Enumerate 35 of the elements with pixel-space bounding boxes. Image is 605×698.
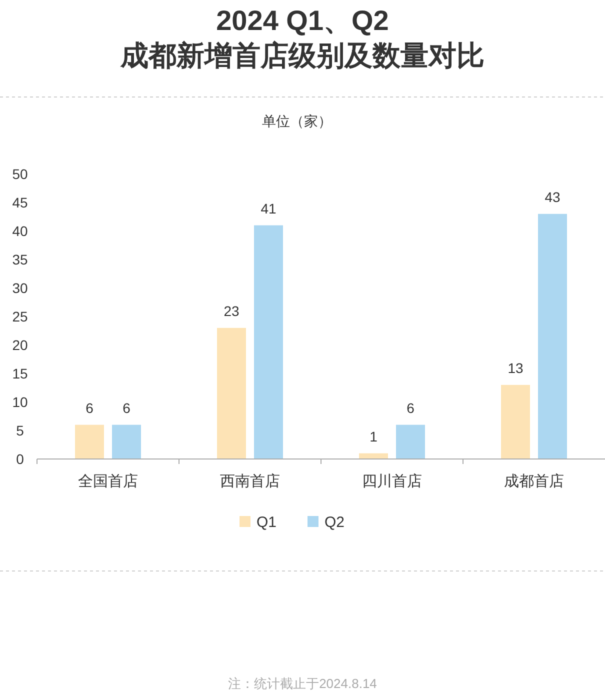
- data-label: 23: [224, 302, 240, 319]
- legend-label: Q2: [324, 514, 345, 531]
- bar: [217, 328, 246, 459]
- y-tick-label: 0: [16, 451, 24, 467]
- y-tick-label: 15: [12, 366, 28, 382]
- y-tick-label: 5: [16, 422, 24, 438]
- x-tick-label: 四川首店: [362, 473, 422, 490]
- bar: [538, 214, 567, 459]
- bar: [75, 424, 104, 459]
- bar: [112, 424, 141, 459]
- y-tick-label: 25: [12, 308, 28, 324]
- x-tick-label: 成都首店: [504, 473, 564, 490]
- bar: [396, 424, 425, 459]
- bar: [501, 384, 530, 459]
- y-tick-label: 35: [12, 252, 28, 268]
- y-tick-label: 20: [12, 337, 28, 353]
- data-label: 41: [260, 200, 276, 216]
- text: 注：统计截止于2024.8.14: [228, 676, 377, 691]
- data-label: 43: [544, 188, 560, 205]
- y-tick-label: 30: [12, 280, 28, 296]
- bar: [254, 225, 283, 459]
- text: 单位（家）: [262, 113, 332, 129]
- x-tick-label: 西南首店: [220, 473, 280, 490]
- y-tick-label: 45: [12, 194, 28, 210]
- y-tick-label: 50: [12, 166, 28, 182]
- chart-title: 2024 Q1、Q2 成都新增首店级别及数量对比: [120, 5, 484, 71]
- legend-label: Q1: [256, 514, 277, 531]
- x-tick-label: 全国首店: [78, 473, 138, 490]
- data-label: 1: [370, 428, 378, 444]
- data-label: 13: [508, 360, 524, 376]
- y-tick-label: 40: [12, 223, 28, 239]
- data-label: 6: [406, 400, 415, 416]
- y-tick-label: 10: [12, 394, 28, 410]
- data-label: 6: [122, 400, 131, 416]
- data-label: 6: [86, 400, 94, 416]
